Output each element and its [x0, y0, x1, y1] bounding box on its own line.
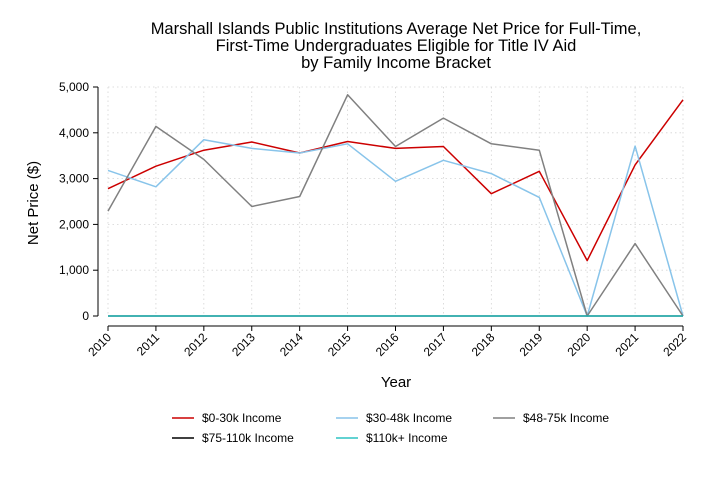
y-tick-label: 0: [82, 309, 89, 323]
chart-title: Marshall Islands Public Institutions Ave…: [151, 20, 642, 72]
y-tick-labels: 0 1,000 2,000 3,000 4,000 5,000: [59, 80, 98, 323]
x-tick-label: 2010: [85, 330, 114, 359]
legend: $0-30k Income $30-48k Income $48-75k Incom…: [172, 411, 609, 445]
series-line-0: [107, 99, 684, 262]
x-tick-label: 2019: [517, 330, 546, 359]
legend-label: $0-30k Income: [202, 411, 282, 425]
legend-item: $75-110k Income: [172, 431, 294, 445]
title-line: Marshall Islands Public Institutions Ave…: [151, 20, 642, 38]
x-axis-label: Year: [381, 374, 411, 391]
x-tick-label: 2017: [421, 330, 450, 359]
y-tick-label: 5,000: [59, 80, 89, 94]
x-tick-label: 2015: [325, 330, 354, 359]
title-line: by Family Income Bracket: [301, 54, 491, 72]
series: [107, 94, 684, 317]
legend-label: $75-110k Income: [202, 431, 294, 445]
x-tick-label: 2020: [565, 330, 594, 359]
legend-item: $48-75k Income: [493, 411, 609, 425]
x-tick-label: 2013: [229, 330, 258, 359]
y-axis-label: Net Price ($): [25, 161, 42, 245]
y-tick-label: 2,000: [59, 217, 89, 231]
y-tick-label: 1,000: [59, 263, 89, 277]
x-tick-label: 2021: [612, 330, 641, 359]
x-tick-label: 2016: [373, 330, 402, 359]
x-tick-label: 2011: [134, 330, 162, 358]
x-tick-label: 2014: [277, 330, 306, 359]
x-tick-label: 2018: [469, 330, 498, 359]
title-line: First-Time Undergraduates Eligible for T…: [216, 37, 577, 55]
legend-item: $30-48k Income: [336, 411, 452, 425]
legend-label: $48-75k Income: [523, 411, 609, 425]
x-tick-label: 2022: [660, 330, 689, 359]
legend-label: $30-48k Income: [366, 411, 452, 425]
x-tick-labels: 2010 2011 2012 2013 2014 2015 2016 2017 2018 2019…: [85, 326, 689, 359]
legend-item: $0-30k Income: [172, 411, 282, 425]
x-tick-label: 2012: [181, 330, 210, 359]
legend-label: $110k+ Income: [366, 431, 448, 445]
legend-item: $110k+ Income: [336, 431, 448, 445]
y-tick-label: 4,000: [59, 126, 89, 140]
y-tick-label: 3,000: [59, 172, 89, 186]
